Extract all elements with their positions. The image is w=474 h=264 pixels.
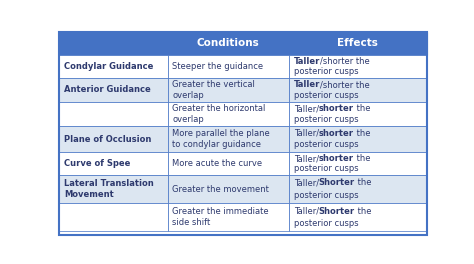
Bar [59, 102, 168, 126]
Bar [59, 204, 168, 231]
Bar [59, 32, 168, 55]
Text: Shorter: Shorter [319, 207, 355, 216]
Text: posterior cusps: posterior cusps [293, 191, 358, 200]
Text: posterior cusps: posterior cusps [293, 115, 358, 124]
Text: shorter: shorter [319, 154, 354, 163]
Text: Taller/: Taller/ [293, 129, 319, 138]
Bar [168, 32, 289, 55]
Bar [59, 78, 168, 102]
Text: Greater the horizontal
overlap: Greater the horizontal overlap [173, 104, 266, 124]
Bar [59, 152, 168, 175]
Text: posterior cusps: posterior cusps [293, 140, 358, 149]
Text: the: the [354, 154, 370, 163]
Text: More parallel the plane
to condylar guidance: More parallel the plane to condylar guid… [173, 129, 270, 149]
Bar [168, 126, 289, 152]
Bar [59, 55, 168, 78]
Text: posterior cusps: posterior cusps [293, 164, 358, 173]
Text: Taller/: Taller/ [293, 154, 319, 163]
Text: Greater the movement: Greater the movement [173, 185, 269, 194]
Bar [289, 78, 427, 102]
Text: Taller/: Taller/ [293, 104, 319, 113]
Text: shorter: shorter [319, 104, 354, 113]
Text: shorter: shorter [319, 129, 354, 138]
Text: posterior cusps: posterior cusps [293, 67, 358, 76]
Text: More acute the curve: More acute the curve [173, 159, 263, 168]
Text: posterior cusps: posterior cusps [293, 219, 358, 228]
Text: Greater the vertical
overlap: Greater the vertical overlap [173, 80, 255, 100]
Text: the: the [355, 178, 371, 187]
Bar [59, 175, 168, 204]
Text: Lateral Translation
Movement: Lateral Translation Movement [64, 179, 154, 199]
Bar [289, 126, 427, 152]
Bar [289, 102, 427, 126]
Text: Steeper the guidance: Steeper the guidance [173, 62, 264, 71]
Text: the: the [354, 104, 370, 113]
Text: Effects: Effects [337, 38, 378, 48]
Text: Curve of Spee: Curve of Spee [64, 159, 130, 168]
Text: Condylar Guidance: Condylar Guidance [64, 62, 154, 71]
Bar [59, 126, 168, 152]
Bar [168, 78, 289, 102]
Bar [168, 102, 289, 126]
Text: /shorter the: /shorter the [320, 80, 370, 89]
Text: Plane of Occlusion: Plane of Occlusion [64, 135, 151, 144]
Text: Taller: Taller [293, 57, 320, 66]
Text: the: the [354, 129, 370, 138]
Bar [289, 32, 427, 55]
Text: the: the [355, 207, 371, 216]
Text: Taller/: Taller/ [293, 207, 319, 216]
Text: /shorter the: /shorter the [320, 57, 370, 66]
Text: Conditions: Conditions [197, 38, 260, 48]
Bar [168, 55, 289, 78]
Bar [168, 204, 289, 231]
Bar [168, 152, 289, 175]
Bar [289, 55, 427, 78]
Text: Shorter: Shorter [319, 178, 355, 187]
Text: posterior cusps: posterior cusps [293, 91, 358, 100]
Text: Greater the immediate
side shift: Greater the immediate side shift [173, 207, 269, 227]
Text: Anterior Guidance: Anterior Guidance [64, 85, 151, 94]
Text: Taller: Taller [293, 80, 320, 89]
Bar [168, 175, 289, 204]
Bar [289, 152, 427, 175]
Bar [289, 204, 427, 231]
Bar [289, 175, 427, 204]
Text: Taller/: Taller/ [293, 178, 319, 187]
